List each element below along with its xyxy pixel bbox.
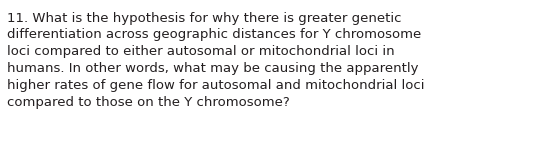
Text: 11. What is the hypothesis for why there is greater genetic
differentiation acro: 11. What is the hypothesis for why there… [7,12,425,109]
